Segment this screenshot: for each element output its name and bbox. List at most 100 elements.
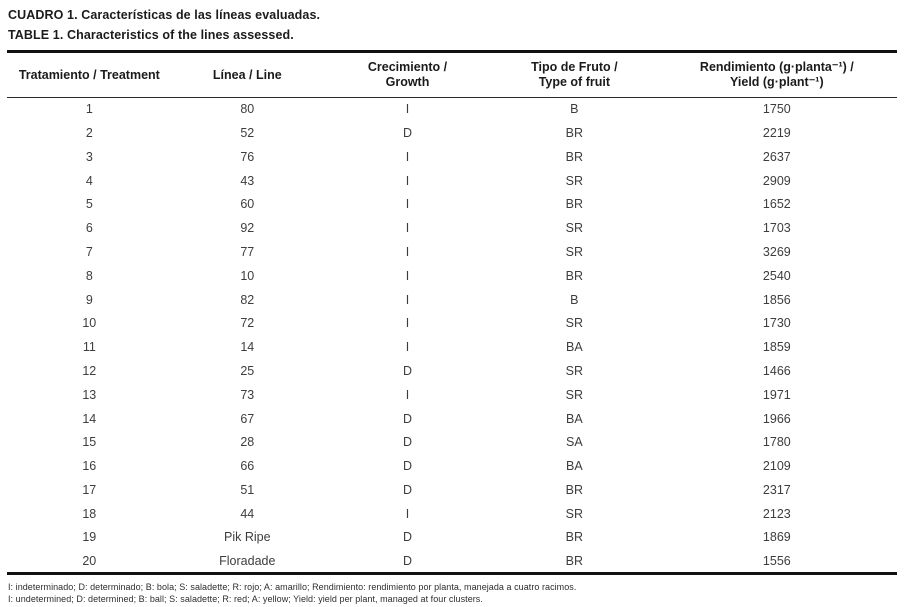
header-treatment-line1: Tratamiento / Treatment — [18, 67, 160, 82]
header-line: Línea / Line — [171, 51, 323, 98]
cell-treatment: 2 — [85, 125, 93, 140]
cell-growth: I — [405, 102, 410, 117]
cell-growth: I — [405, 149, 410, 164]
header-fruit-type-line1: Tipo de Fruto / — [531, 60, 618, 74]
cell-fruit: BR — [565, 530, 584, 545]
cell-yield: 1869 — [762, 530, 791, 545]
cell-yield: 2219 — [762, 125, 791, 140]
cell-growth: I — [405, 316, 410, 331]
cell-fruit: BR — [565, 149, 584, 164]
table-row: 7 77 I SR 3269 — [7, 240, 897, 264]
cell-treatment: 9 — [85, 292, 93, 307]
cell-yield: 1780 — [762, 435, 791, 450]
cell-yield: 1556 — [762, 553, 791, 568]
cell-treatment: 5 — [85, 197, 93, 212]
cell-growth: D — [402, 435, 412, 450]
cell-growth: I — [405, 221, 410, 236]
cell-line: Floradade — [219, 553, 276, 568]
cell-treatment: 7 — [85, 244, 93, 259]
cell-growth: D — [402, 459, 412, 474]
cell-yield: 2540 — [762, 268, 791, 283]
cell-yield: 1466 — [762, 363, 791, 378]
cell-line: 28 — [240, 435, 255, 450]
cell-line: 66 — [240, 459, 255, 474]
header-growth: Crecimiento / Growth — [322, 51, 493, 98]
cell-fruit: BA — [566, 459, 583, 474]
cell-yield: 1730 — [762, 316, 791, 331]
footnote-en: I: undetermined; D: determined; B: ball;… — [8, 594, 483, 605]
header-yield: Rendimiento (g·planta⁻¹) / Yield (g·plan… — [656, 51, 897, 98]
cell-fruit: SR — [565, 244, 584, 259]
cell-treatment: 16 — [82, 459, 97, 474]
cell-fruit: BA — [566, 340, 583, 355]
table-row: 1 80 I B 1750 — [7, 98, 897, 122]
footnote-es: I: indeterminado; D: determinado; B: bol… — [8, 581, 577, 592]
cell-fruit: BR — [565, 197, 584, 212]
cell-yield: 1859 — [762, 340, 791, 355]
table-header: Tratamiento / Treatment Línea / Line Cre… — [7, 51, 897, 98]
cell-line: 73 — [240, 387, 255, 402]
cell-treatment: 18 — [82, 506, 97, 521]
table-caption: CUADRO 1. Características de las líneas … — [0, 0, 904, 45]
cell-yield: 1856 — [762, 292, 791, 307]
table-row: 2 52 D BR 2219 — [7, 121, 897, 145]
cell-growth: I — [405, 387, 410, 402]
cell-growth: D — [402, 125, 412, 140]
cell-line: 51 — [240, 482, 255, 497]
table-row: 16 66 D BA 2109 — [7, 454, 897, 478]
cell-treatment: 15 — [82, 435, 97, 450]
table-row: 6 92 I SR 1703 — [7, 216, 897, 240]
cell-fruit: SR — [565, 173, 584, 188]
table-row: 3 76 I BR 2637 — [7, 145, 897, 169]
table-row: 8 10 I BR 2540 — [7, 264, 897, 288]
cell-growth: D — [402, 553, 412, 568]
cell-line: 80 — [240, 102, 255, 117]
cell-line: 82 — [240, 292, 255, 307]
cell-treatment: 14 — [82, 411, 97, 426]
cell-line: 43 — [240, 173, 255, 188]
cell-treatment: 12 — [82, 363, 97, 378]
header-growth-line2: Growth — [385, 75, 430, 89]
cell-fruit: SA — [566, 435, 583, 450]
cell-growth: I — [405, 173, 410, 188]
cell-line: 72 — [240, 316, 255, 331]
cell-fruit: BR — [565, 268, 584, 283]
cell-yield: 2637 — [762, 149, 791, 164]
header-row: Tratamiento / Treatment Línea / Line Cre… — [7, 51, 897, 98]
cell-treatment: 4 — [85, 173, 93, 188]
cell-line: Pik Ripe — [224, 530, 271, 545]
cell-yield: 2909 — [762, 173, 791, 188]
cell-yield: 1750 — [762, 102, 791, 117]
table-footnotes: I: indeterminado; D: determinado; B: bol… — [0, 575, 904, 606]
table-row: 17 51 D BR 2317 — [7, 478, 897, 502]
cell-yield: 1966 — [762, 411, 791, 426]
header-growth-line1: Crecimiento / — [367, 60, 448, 74]
cell-line: 92 — [240, 221, 255, 236]
table-row: 11 14 I BA 1859 — [7, 335, 897, 359]
cell-growth: D — [402, 411, 412, 426]
cell-treatment: 1 — [85, 102, 93, 117]
cell-treatment: 13 — [82, 387, 97, 402]
table-row: 12 25 D SR 1466 — [7, 359, 897, 383]
lines-table: Tratamiento / Treatment Línea / Line Cre… — [7, 50, 897, 575]
table-row: 9 82 I B 1856 — [7, 288, 897, 312]
cell-fruit: SR — [565, 387, 584, 402]
cell-fruit: B — [570, 292, 579, 307]
table-body: 1 80 I B 1750 2 52 D BR 2219 3 76 I BR 2637 4 43 I SR 2909 5… — [7, 98, 897, 574]
cell-line: 52 — [240, 125, 255, 140]
cell-yield: 1652 — [762, 197, 791, 212]
cell-fruit: BR — [565, 125, 584, 140]
cell-growth: D — [402, 482, 412, 497]
table-row: 10 72 I SR 1730 — [7, 312, 897, 336]
table-row: 13 73 I SR 1971 — [7, 383, 897, 407]
cell-fruit: SR — [565, 221, 584, 236]
cell-treatment: 3 — [85, 149, 93, 164]
cell-line: 25 — [240, 363, 255, 378]
header-yield-line2: Yield (g·plant⁻¹) — [730, 75, 824, 89]
cell-yield: 2123 — [762, 506, 791, 521]
cell-fruit: B — [570, 102, 579, 117]
cell-fruit: BA — [566, 411, 583, 426]
cell-line: 14 — [240, 340, 255, 355]
table-row: 14 67 D BA 1966 — [7, 407, 897, 431]
